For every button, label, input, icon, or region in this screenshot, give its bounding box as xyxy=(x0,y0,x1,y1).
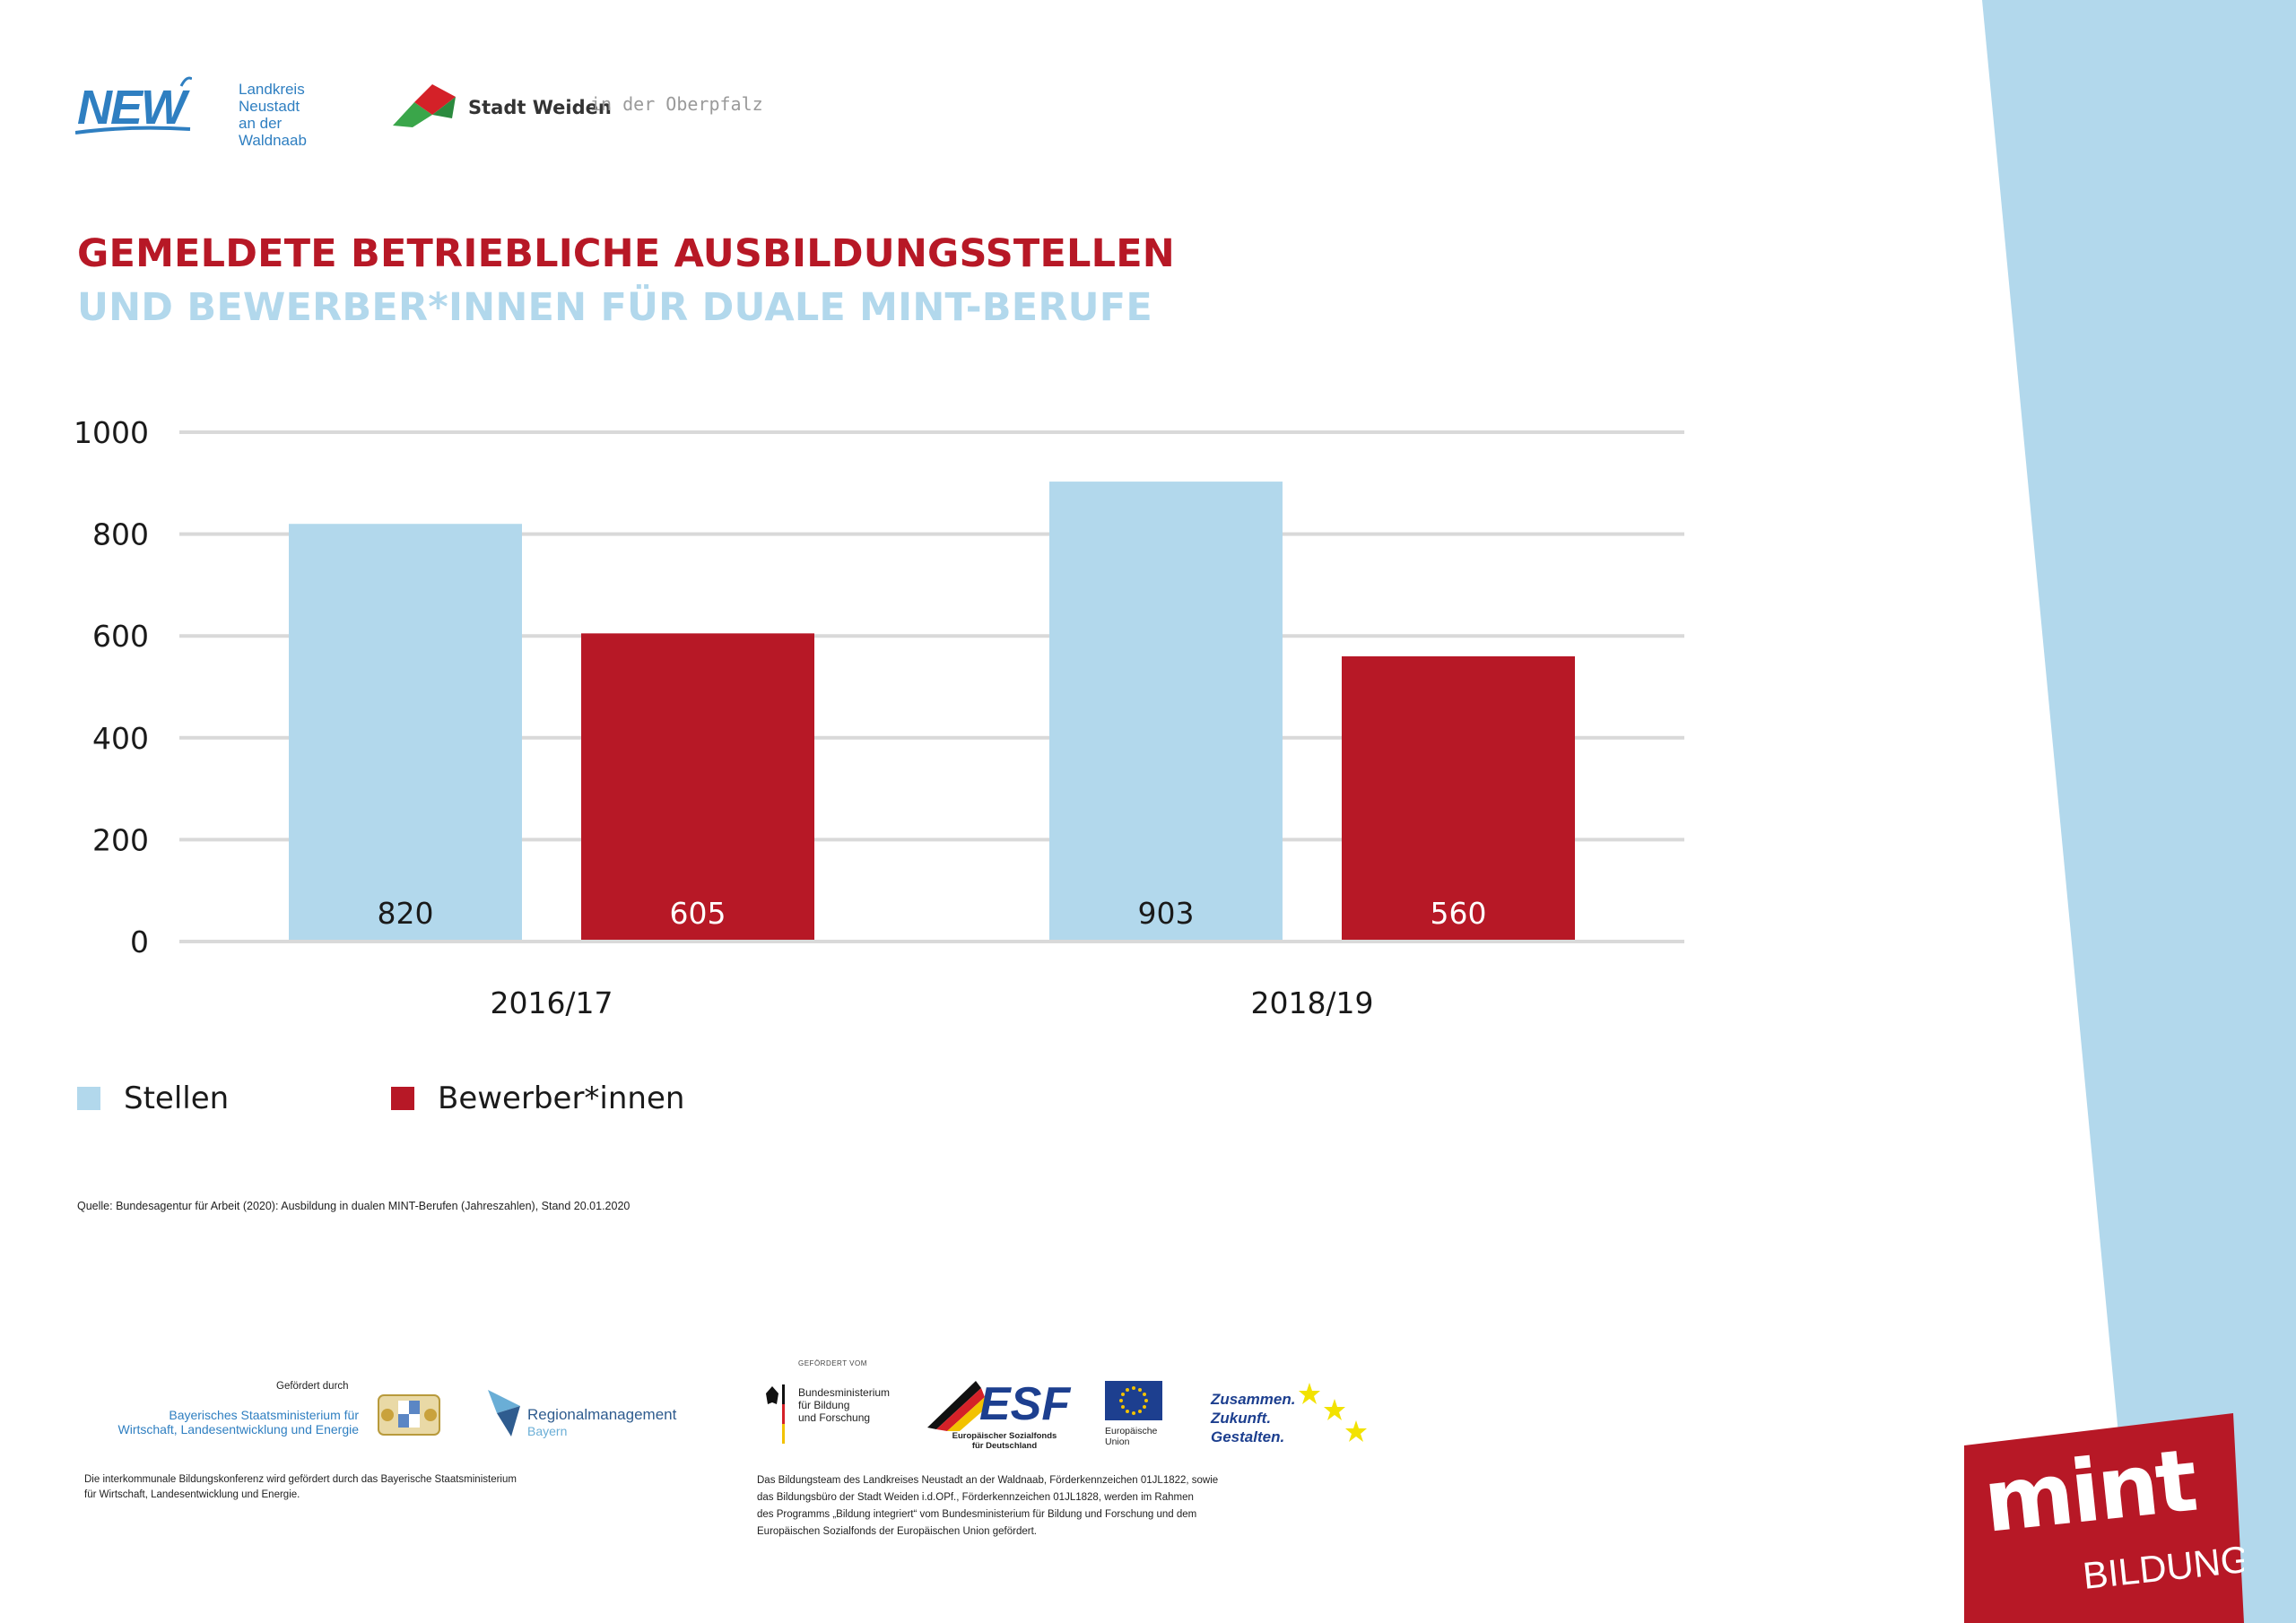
funding-note-right: Das Bildungsteam des Landkreises Neustad… xyxy=(757,1475,1219,1537)
stmin-name: Bayerisches Staatsministerium für Wirtsc… xyxy=(117,1408,359,1436)
eu-label: Europäische Union xyxy=(1105,1426,1158,1447)
bar-bewerber xyxy=(1342,655,1575,940)
weiden-suffix: in der Oberpfalz xyxy=(590,93,763,115)
esf-word: ESF xyxy=(979,1378,1071,1430)
weiden-name: Stadt Weiden xyxy=(468,97,612,118)
y-tick-label: 800 xyxy=(92,517,149,552)
legend-item-stellen: Stellen xyxy=(77,1081,229,1116)
bar-data-label: 560 xyxy=(1431,896,1487,931)
mint-bildung-logo: mint BILDUNG xyxy=(1964,1413,2244,1623)
bar-data-label: 820 xyxy=(378,896,434,931)
eu-flag-icon xyxy=(1105,1381,1162,1420)
new-logo-text: Landkreis Neustadt an der Waldnaab xyxy=(239,81,307,149)
esf-logo-icon xyxy=(927,1381,988,1431)
bar-bewerber xyxy=(581,633,814,940)
x-category-label: 2018/19 xyxy=(1250,985,1373,1020)
yellow-stars-icon xyxy=(1299,1383,1367,1442)
zusammen-claim: Zusammen. Zukunft. Gestalten. xyxy=(1211,1391,1296,1445)
bar-stellen xyxy=(1049,482,1283,940)
legend-swatch-stellen xyxy=(77,1087,100,1110)
chart-title-line-1: GEMELDETE BETRIEBLICHE AUSBILDUNGSSTELLE… xyxy=(77,231,1175,276)
bundesadler-icon xyxy=(766,1384,785,1444)
legend-item-bewerber: Bewerber*innen xyxy=(391,1081,684,1116)
logo-stadt-weiden: Stadt Weiden in der Oberpfalz xyxy=(393,75,770,129)
funding-note-left: Die interkommunale Bildungskonferenz wir… xyxy=(84,1474,517,1500)
bar-stellen xyxy=(289,524,522,940)
regionalmanagement-logo-icon xyxy=(488,1390,520,1436)
y-tick-label: 200 xyxy=(92,822,149,857)
y-tick-label: 0 xyxy=(130,924,149,959)
legend-swatch-bewerber xyxy=(391,1087,414,1110)
legend-label-bewerber: Bewerber*innen xyxy=(438,1081,685,1116)
bar-data-label: 605 xyxy=(670,896,726,931)
chart-title-line-2: UND BEWERBER*INNEN FÜR DUALE MINT-BERUFE xyxy=(77,285,1152,330)
esf-subtitle: Europäischer Sozialfonds für Deutschland xyxy=(952,1431,1057,1451)
bavaria-coat-of-arms-icon xyxy=(378,1394,440,1436)
new-logo-icon: NEW xyxy=(75,76,192,135)
mint-word: mint xyxy=(1979,1430,2201,1552)
weiden-logo-icon xyxy=(393,84,456,127)
legend-label-stellen: Stellen xyxy=(124,1081,230,1116)
bar-data-label: 903 xyxy=(1138,896,1195,931)
new-logo-letters: NEW xyxy=(77,81,190,135)
source-note: Quelle: Bundesagentur für Arbeit (2020):… xyxy=(77,1200,631,1212)
x-category-label: 2016/17 xyxy=(490,985,613,1020)
logo-landkreis-neustadt: NEW Landkreis Neustadt an der Waldnaab xyxy=(75,74,344,149)
bmbf-name: Bundesministerium für Bildung und Forsch… xyxy=(798,1386,891,1424)
y-tick-label: 400 xyxy=(92,721,149,756)
gefoerdert-durch-label: Gefördert durch xyxy=(276,1381,349,1392)
y-tick-label: 600 xyxy=(92,619,149,654)
regm-line-1: Regionalmanagement xyxy=(527,1406,677,1423)
gefoerdert-vom-label: GEFÖRDERT VOM xyxy=(798,1359,867,1367)
regionalmanagement-logo: Regionalmanagement Bayern xyxy=(527,1406,676,1438)
y-tick-label: 1000 xyxy=(74,415,149,450)
regm-line-2: Bayern xyxy=(527,1424,568,1438)
